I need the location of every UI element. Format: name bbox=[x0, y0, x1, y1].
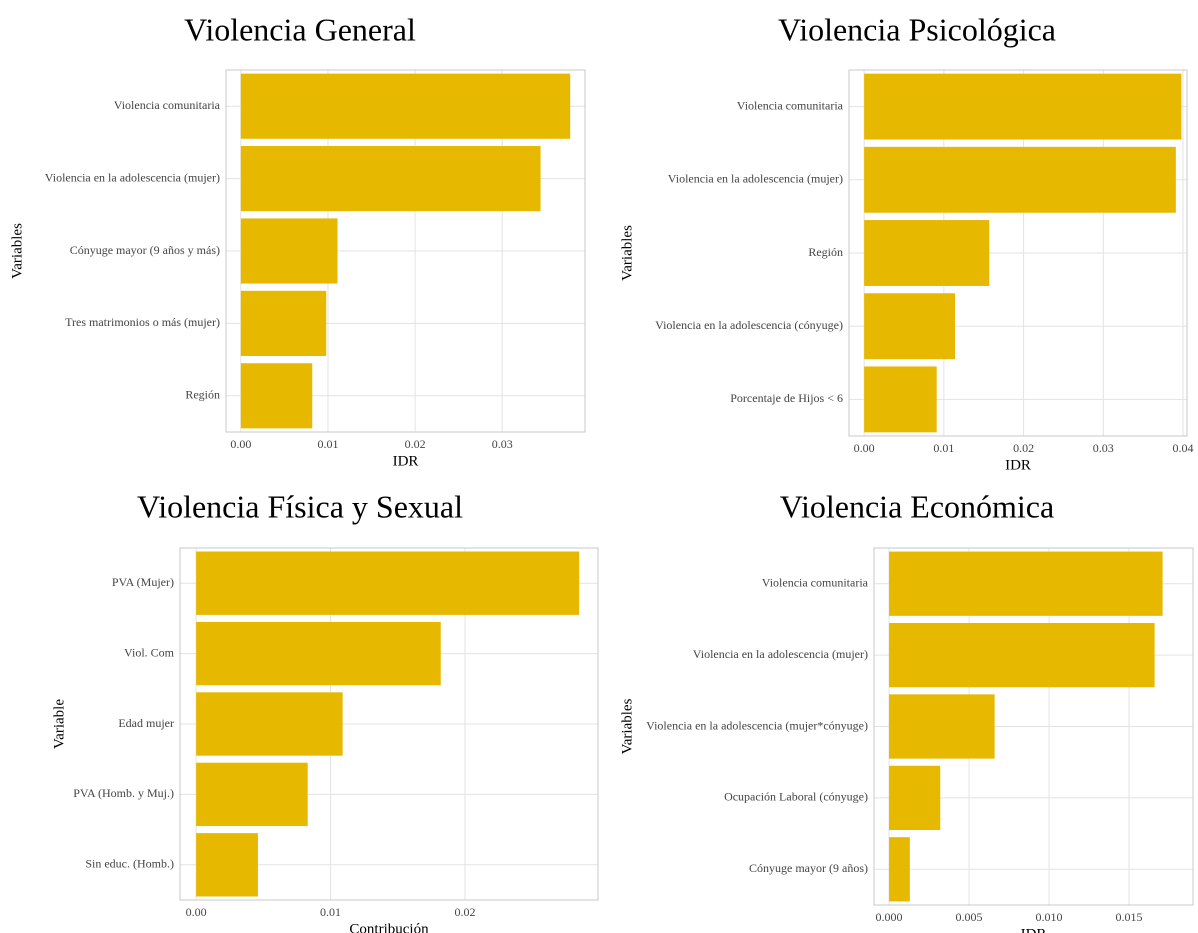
bar bbox=[864, 73, 1182, 140]
chart-title: Violencia Física y Sexual bbox=[137, 488, 463, 524]
bar bbox=[889, 837, 910, 902]
panel-border bbox=[179, 547, 599, 901]
x-tick-label: 0.01 bbox=[933, 441, 954, 455]
y-tick-label: Violencia en la adolescencia (cónyuge) bbox=[655, 318, 843, 332]
x-axis-title: IDR bbox=[393, 453, 419, 469]
x-tick-label: 0.04 bbox=[1173, 441, 1194, 455]
x-axis-title: IDR bbox=[1005, 457, 1031, 473]
bar bbox=[864, 220, 990, 286]
y-tick-label: PVA (Mujer) bbox=[112, 575, 174, 589]
bar bbox=[196, 551, 580, 615]
x-tick-label: 0.010 bbox=[1036, 910, 1063, 924]
panel-border bbox=[225, 69, 586, 433]
bar bbox=[889, 551, 1163, 616]
chart-title: Violencia Psicológica bbox=[778, 11, 1056, 47]
x-tick-label: 0.01 bbox=[320, 905, 341, 919]
bar bbox=[196, 692, 343, 756]
y-tick-label: Región bbox=[808, 245, 843, 259]
bar bbox=[240, 146, 541, 212]
x-tick-label: 0.005 bbox=[956, 910, 983, 924]
bar bbox=[196, 621, 441, 686]
x-tick-label: 0.01 bbox=[317, 437, 338, 451]
y-tick-label: Violencia en la adolescencia (mujer) bbox=[45, 170, 220, 184]
y-tick-label: Ocupación Laboral (cónyuge) bbox=[724, 790, 868, 804]
chart-title: Violencia General bbox=[184, 11, 416, 47]
bar bbox=[240, 218, 338, 284]
bar bbox=[864, 293, 956, 360]
y-tick-label: Violencia comunitaria bbox=[737, 98, 844, 112]
bar bbox=[240, 363, 313, 429]
y-tick-label: Cónyuge mayor (9 años) bbox=[749, 861, 868, 875]
y-tick-label: Edad mujer bbox=[118, 716, 174, 730]
x-tick-label: 0.02 bbox=[1013, 441, 1034, 455]
y-tick-label: Cónyuge mayor (9 años y más) bbox=[70, 243, 220, 257]
y-axis-title: Variables bbox=[619, 698, 635, 754]
x-tick-label: 0.015 bbox=[1116, 910, 1143, 924]
y-axis-title: Variables bbox=[9, 223, 25, 279]
y-tick-label: Sin educ. (Homb.) bbox=[85, 857, 174, 871]
bar bbox=[889, 765, 941, 831]
bar bbox=[240, 290, 327, 356]
y-tick-label: PVA (Homb. y Muj.) bbox=[73, 786, 174, 800]
x-tick-label: 0.03 bbox=[492, 437, 513, 451]
x-tick-label: 0.02 bbox=[405, 437, 426, 451]
y-tick-label: Tres matrimonios o más (mujer) bbox=[65, 315, 220, 329]
x-tick-label: 0.00 bbox=[230, 437, 251, 451]
x-axis-title: IDR bbox=[1021, 926, 1047, 933]
bar bbox=[864, 366, 937, 433]
panel-border bbox=[873, 547, 1194, 906]
bar bbox=[889, 694, 995, 759]
x-tick-label: 0.03 bbox=[1093, 441, 1114, 455]
bar bbox=[196, 762, 308, 827]
bar bbox=[196, 833, 258, 897]
x-tick-label: 0.02 bbox=[454, 905, 475, 919]
y-axis-title: Variable bbox=[51, 699, 67, 749]
bar bbox=[889, 622, 1155, 688]
y-tick-label: Porcentaje de Hijos < 6 bbox=[730, 391, 843, 405]
y-axis-title: Variables bbox=[619, 225, 635, 281]
y-tick-label: Violencia comunitaria bbox=[114, 98, 221, 112]
x-axis-title: Contribución bbox=[349, 921, 429, 933]
y-tick-label: Violencia en la adolescencia (mujer) bbox=[668, 172, 843, 186]
y-tick-label: Violencia en la adolescencia (mujer) bbox=[693, 647, 868, 661]
x-tick-label: 0.00 bbox=[186, 905, 207, 919]
panel-border bbox=[848, 69, 1188, 437]
bar bbox=[240, 73, 571, 139]
bar bbox=[864, 146, 1176, 213]
y-tick-label: Violencia comunitaria bbox=[762, 575, 869, 589]
x-tick-label: 0.000 bbox=[876, 910, 903, 924]
x-tick-label: 0.00 bbox=[854, 441, 875, 455]
chart-title: Violencia Económica bbox=[780, 488, 1054, 524]
y-tick-label: Violencia en la adolescencia (mujer*cóny… bbox=[646, 718, 868, 732]
y-tick-label: Región bbox=[185, 388, 220, 402]
y-tick-label: Viol. Com bbox=[124, 645, 175, 659]
